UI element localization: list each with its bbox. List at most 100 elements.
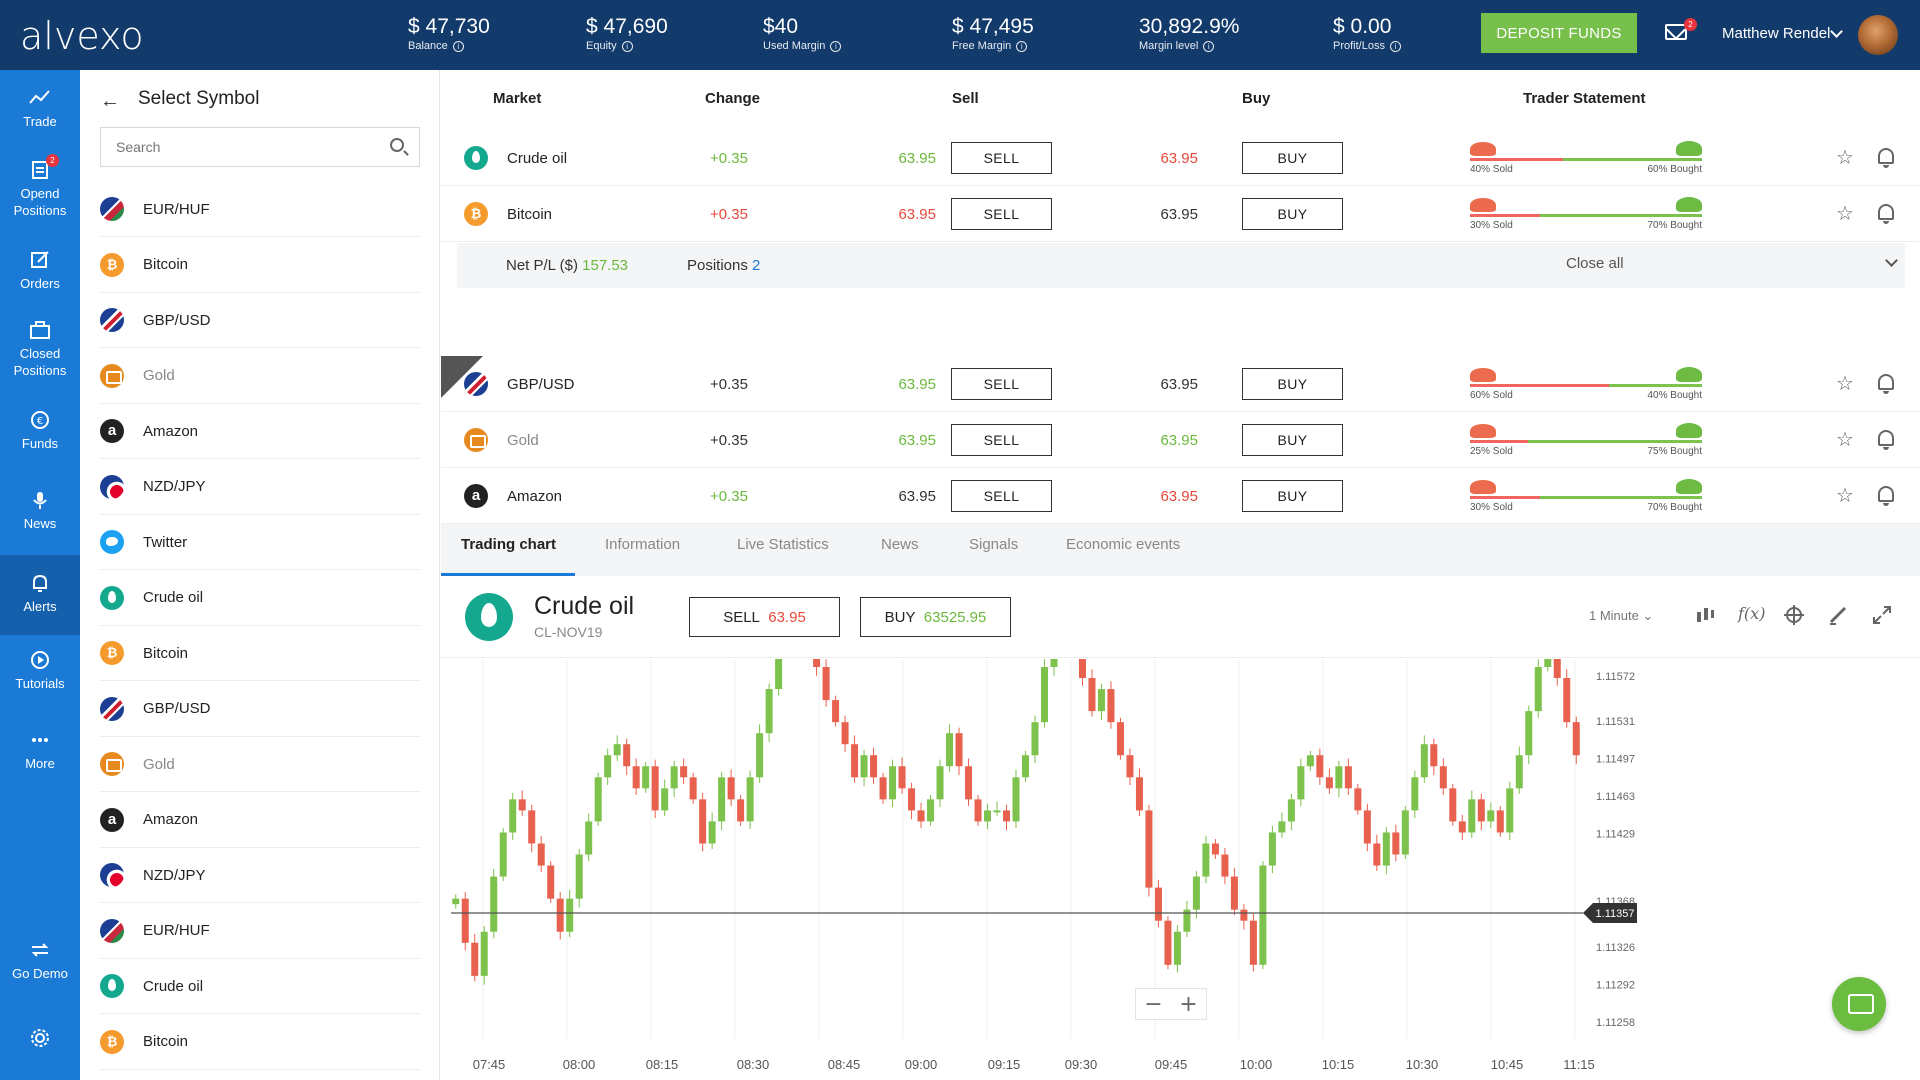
sell-button[interactable]: SELL [951,424,1052,456]
market-row[interactable]: a Amazon +0.35 63.95 SELL 63.95 BUY 30% Sold 70%… [441,468,1920,524]
zoom-out-button[interactable]: − [1136,989,1171,1019]
close-all-button[interactable]: Close all [1566,255,1624,272]
info-icon[interactable]: i [1389,40,1401,52]
info-icon[interactable]: i [452,40,464,52]
symbol-item[interactable]: NZD/JPY [100,848,420,903]
edit-corner-icon[interactable] [441,356,483,398]
info-icon[interactable]: i [1203,40,1215,52]
top-bar: alvexo $ 47,730 Balance i $ 47,690 Equity… [0,0,1920,70]
symbol-item[interactable]: GBP/USD [100,293,420,348]
tab-live-statistics[interactable]: Live Statistics [737,536,829,553]
chart-sell-button[interactable]: SELL 63.95 [689,597,840,637]
symbol-item[interactable]: Gold [100,737,420,792]
info-icon[interactable]: i [830,40,842,52]
info-icon[interactable]: i [621,40,633,52]
symbol-item[interactable]: a Amazon [100,793,420,848]
star-icon[interactable]: ☆ [1836,203,1854,225]
star-icon[interactable]: ☆ [1836,373,1854,395]
symbol-item[interactable]: Twitter [100,515,420,570]
tab-information[interactable]: Information [605,536,681,553]
candle-body [746,777,754,822]
nav-go-demo[interactable]: Go Demo [0,940,80,1000]
tab-trading-chart[interactable]: Trading chart [461,536,557,553]
chart-buy-button[interactable]: BUY 63525.95 [860,597,1011,637]
symbol-item[interactable]: EUR/HUF [100,904,420,959]
sell-button[interactable]: SELL [951,198,1052,230]
draw-pencil-icon[interactable] [1827,604,1849,626]
bell-icon[interactable] [1878,430,1894,450]
nav-alerts[interactable]: Alerts [0,555,80,635]
sell-button[interactable]: SELL [951,368,1052,400]
tab-news[interactable]: News [881,536,919,553]
nav-label: Orders [20,276,60,291]
current-price-tag [1583,902,1637,923]
chevron-down-icon[interactable] [1830,25,1843,38]
candle-body [1287,799,1295,822]
play-icon [31,651,49,669]
nav-opend-positions[interactable]: 2 Opend Positions [0,154,80,240]
bell-icon [33,574,47,592]
search-icon[interactable] [390,138,404,152]
nav-orders[interactable]: Orders [0,250,80,310]
candle-body [898,766,906,789]
bell-icon[interactable] [1878,374,1894,394]
buy-button[interactable]: BUY [1242,368,1343,400]
star-icon[interactable]: ☆ [1836,485,1854,507]
nav-trade[interactable]: Trade [0,88,80,148]
nav-tutorials[interactable]: Tutorials [0,650,80,710]
bell-icon[interactable] [1878,148,1894,168]
candlestick-chart[interactable]: 1.11572 1.11531 1.11497 1.11463 1.11429 1.113… [441,659,1920,1080]
sell-button[interactable]: SELL [951,480,1052,512]
brand-logo[interactable]: alvexo [20,14,144,58]
positions-label: Positions [687,257,748,274]
market-row[interactable]: GBP/USD +0.35 63.95 SELL 63.95 BUY 60% Sold 40%… [441,356,1920,412]
symbol-item[interactable]: NZD/JPY [100,460,420,515]
nav-settings[interactable] [0,1028,80,1058]
interval-select[interactable]: 1 Minute ⌄ [1589,608,1653,624]
symbol-item[interactable]: Crude oil [100,959,420,1014]
candlestick-type-icon[interactable] [1694,604,1716,626]
sell-button[interactable]: SELL [951,142,1052,174]
crosshair-icon[interactable] [1783,604,1805,626]
chevron-down-icon[interactable] [1885,254,1898,267]
search-input[interactable] [100,127,420,167]
star-icon[interactable]: ☆ [1836,147,1854,169]
bell-icon[interactable] [1878,204,1894,224]
price-chart[interactable]: 1.11572 1.11531 1.11497 1.11463 1.11429 1.113… [441,659,1920,1080]
buy-button[interactable]: BUY [1242,480,1343,512]
info-icon[interactable]: i [1016,40,1028,52]
buy-button[interactable]: BUY [1242,424,1343,456]
back-arrow-icon[interactable]: ← [100,90,120,112]
mail-icon[interactable] [1665,24,1687,40]
nav-news[interactable]: News [0,490,80,550]
buy-button[interactable]: BUY [1242,198,1343,230]
market-row[interactable]: ₿ Bitcoin +0.35 63.95 SELL 63.95 BUY 30% Sold 70… [441,186,1920,242]
user-name[interactable]: Matthew Rendel [1722,25,1831,42]
nav-more[interactable]: More [0,730,80,790]
symbol-item[interactable]: EUR/HUF [100,182,420,237]
symbol-item[interactable]: ₿ Bitcoin [100,626,420,681]
symbol-item[interactable]: Crude oil [100,571,420,626]
candle-body [509,799,517,833]
buy-button[interactable]: BUY [1242,142,1343,174]
symbol-item[interactable]: ₿ Bitcoin [100,238,420,293]
symbol-item[interactable]: GBP/USD [100,682,420,737]
indicators-icon[interactable]: f(x) [1738,604,1766,623]
bell-icon[interactable] [1878,486,1894,506]
chat-icon[interactable] [1832,977,1886,1031]
fullscreen-icon[interactable] [1871,604,1893,626]
symbol-item[interactable]: ₿ Bitcoin [100,1015,420,1070]
avatar[interactable] [1858,15,1898,55]
symbol-item[interactable]: a Amazon [100,404,420,459]
nav-closed-positions[interactable]: Closed Positions [0,320,80,400]
market-row[interactable]: Gold +0.35 63.95 SELL 63.95 BUY 25% Sold 75% Bo… [441,412,1920,468]
tab-economic-events[interactable]: Economic events [1066,536,1181,553]
tab-signals[interactable]: Signals [969,536,1019,553]
market-row[interactable]: Crude oil +0.35 63.95 SELL 63.95 BUY 40% Sold 6… [441,130,1920,186]
star-icon[interactable]: ☆ [1836,429,1854,451]
symbol-item[interactable]: Gold [100,349,420,404]
nav-funds[interactable]: € Funds [0,410,80,470]
zoom-in-button[interactable]: + [1171,989,1206,1019]
deposit-funds-button[interactable]: DEPOSIT FUNDS [1481,13,1637,53]
stat-value: $40 [763,15,799,38]
